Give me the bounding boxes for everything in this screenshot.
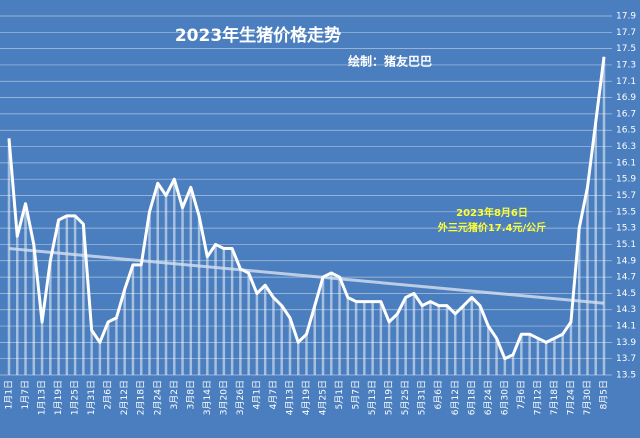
y-tick-label: 14.3 — [616, 305, 636, 315]
x-tick-label: 5月25日 — [400, 380, 411, 415]
chart-title: 2023年生猪价格走势 — [175, 25, 341, 46]
x-tick-label: 5月19日 — [384, 380, 395, 415]
x-tick-label: 2月24日 — [152, 380, 163, 415]
y-tick-label: 16.9 — [616, 93, 636, 103]
x-tick-label: 2月12日 — [119, 380, 130, 415]
y-tick-label: 17.1 — [616, 77, 636, 87]
x-tick-label: 6月18日 — [466, 380, 477, 415]
y-tick-label: 17.5 — [616, 44, 636, 54]
x-tick-label: 7月24日 — [565, 380, 576, 415]
x-tick-label: 5月7日 — [351, 380, 362, 409]
x-tick-label: 6月30日 — [499, 380, 510, 415]
y-tick-label: 16.3 — [616, 142, 636, 152]
x-tick-label: 8月5日 — [599, 380, 610, 409]
y-tick-label: 13.9 — [616, 338, 636, 348]
x-tick-label: 1月1日 — [4, 380, 15, 409]
x-tick-label: 1月25日 — [70, 380, 81, 415]
y-tick-label: 15.3 — [616, 224, 636, 234]
x-tick-label: 5月31日 — [417, 380, 428, 415]
y-tick-label: 17.7 — [616, 28, 636, 38]
y-tick-label: 15.5 — [616, 207, 636, 217]
x-tick-label: 1月31日 — [86, 380, 97, 415]
price-line — [7, 56, 606, 361]
annotation: 2023年8月6日 — [456, 206, 528, 219]
x-tick-label: 2月18日 — [136, 380, 147, 415]
y-tick-label: 16.7 — [616, 109, 636, 119]
y-tick-label: 15.7 — [616, 191, 636, 201]
y-tick-label: 17.9 — [616, 12, 636, 22]
x-tick-label: 5月1日 — [334, 380, 345, 409]
x-tick-label: 7月12日 — [532, 380, 543, 415]
x-tick-label: 5月13日 — [367, 380, 378, 415]
x-tick-label: 3月20日 — [218, 380, 229, 415]
y-tick-label: 14.9 — [616, 256, 636, 266]
x-tick-label: 7月6日 — [516, 380, 527, 409]
y-tick-label: 16.5 — [616, 126, 636, 136]
y-tick-label: 14.7 — [616, 273, 636, 283]
x-tick-label: 4月1日 — [251, 380, 262, 409]
x-tick-label: 3月14日 — [202, 380, 213, 415]
x-tick-label: 6月24日 — [483, 380, 494, 415]
x-tick-label: 6月6日 — [433, 380, 444, 409]
x-tick-label: 7月18日 — [549, 380, 560, 415]
y-tick-label: 15.1 — [616, 240, 636, 250]
x-tick-label: 4月7日 — [268, 380, 279, 409]
chart-subtitle: 绘制：猪友巴巴 — [348, 54, 432, 69]
x-tick-label: 1月19日 — [53, 380, 64, 415]
x-tick-label: 6月12日 — [450, 380, 461, 415]
x-tick-label: 4月25日 — [318, 380, 329, 415]
annotation: 外三元猪价17.4元/公斤 — [437, 221, 546, 234]
y-tick-label: 16.1 — [616, 158, 636, 168]
x-tick-label: 1月13日 — [37, 380, 48, 415]
y-tick-label: 14.1 — [616, 322, 636, 332]
x-tick-label: 3月2日 — [169, 380, 180, 409]
x-tick-label: 1月7日 — [20, 380, 31, 409]
x-tick-label: 4月13日 — [284, 380, 295, 415]
x-tick-label: 3月26日 — [235, 380, 246, 415]
y-tick-label: 17.3 — [616, 60, 636, 70]
x-tick-label: 4月19日 — [301, 380, 312, 415]
x-tick-label: 3月8日 — [185, 380, 196, 409]
trend-line — [8, 247, 605, 305]
y-tick-label: 14.5 — [616, 289, 636, 299]
y-tick-label: 15.9 — [616, 175, 636, 185]
x-tick-label: 7月30日 — [582, 380, 593, 415]
x-tick-label: 2月6日 — [103, 380, 114, 409]
y-tick-label: 13.7 — [616, 354, 636, 364]
y-tick-label: 13.5 — [616, 371, 636, 381]
